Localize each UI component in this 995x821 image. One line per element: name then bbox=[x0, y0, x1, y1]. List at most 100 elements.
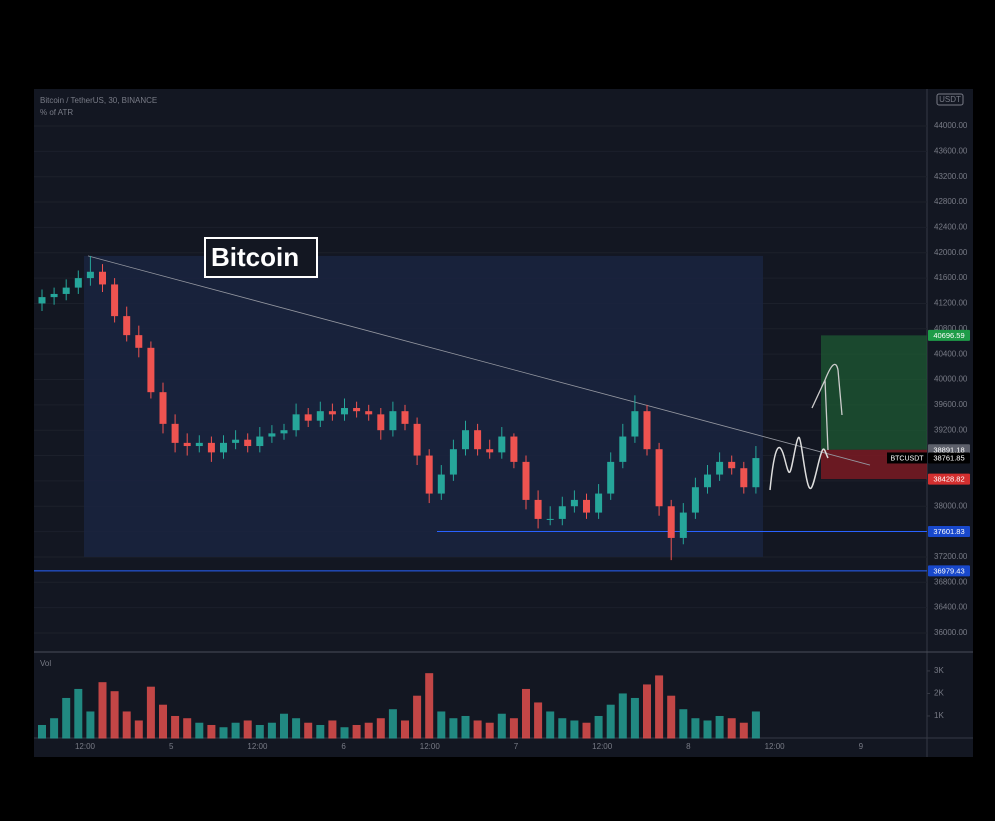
candle-body bbox=[546, 518, 554, 520]
y-tick-label: 42800.00 bbox=[934, 197, 968, 206]
candle-body bbox=[256, 436, 264, 447]
volume-bar bbox=[703, 720, 712, 739]
volume-bar bbox=[582, 722, 591, 739]
y-tick-label: 39200.00 bbox=[934, 425, 968, 434]
y-tick-label: 36000.00 bbox=[934, 628, 968, 637]
candle-body bbox=[437, 474, 445, 494]
currency-badge[interactable] bbox=[936, 93, 964, 106]
candle-body bbox=[38, 297, 46, 304]
volume-bar bbox=[485, 722, 494, 739]
price-badge-label: 38428.82 bbox=[933, 475, 964, 484]
candle-body bbox=[111, 284, 119, 317]
y-tick-label: 41200.00 bbox=[934, 299, 968, 308]
volume-bar bbox=[38, 724, 46, 739]
symbol-title: Bitcoin / TetherUS, 30, BINANCE bbox=[40, 96, 157, 105]
volume-bar bbox=[473, 720, 482, 739]
volume-bar bbox=[437, 711, 446, 739]
candle-body bbox=[50, 293, 58, 298]
volume-bar bbox=[715, 715, 724, 739]
volume-bar bbox=[606, 704, 615, 739]
symbol-badge bbox=[887, 452, 927, 464]
candle-body bbox=[704, 474, 711, 488]
indicator-label: % of ATR bbox=[40, 108, 73, 117]
candle-body bbox=[353, 408, 361, 412]
volume-bar bbox=[171, 715, 180, 739]
volume-bar bbox=[122, 711, 131, 739]
y-tick-label: 40000.00 bbox=[934, 375, 968, 384]
trendline bbox=[87, 255, 871, 466]
candle-body bbox=[183, 442, 191, 447]
y-tick-label: 42000.00 bbox=[934, 248, 968, 257]
x-tick-label: 12:00 bbox=[75, 742, 96, 751]
candle-body bbox=[607, 461, 615, 494]
candle-body bbox=[583, 499, 590, 513]
candle-body bbox=[99, 271, 106, 285]
volume-bar bbox=[739, 722, 748, 739]
candle-body bbox=[195, 442, 203, 447]
candle-body bbox=[510, 436, 518, 462]
x-tick-label: 7 bbox=[514, 742, 519, 751]
candle-body bbox=[558, 506, 566, 519]
volume-bar bbox=[364, 722, 373, 739]
candle-body bbox=[486, 449, 494, 453]
candle-body bbox=[619, 436, 627, 462]
candle-body bbox=[207, 442, 215, 453]
volume-bar bbox=[110, 691, 119, 739]
volume-bar bbox=[159, 704, 167, 739]
volume-bar bbox=[328, 720, 337, 739]
y-tick-label: 38000.00 bbox=[934, 501, 968, 510]
price-badge bbox=[928, 525, 970, 537]
candle-body bbox=[655, 449, 663, 507]
volume-bar bbox=[219, 727, 228, 739]
volume-bar bbox=[727, 718, 736, 739]
symbol-badge-label: BTCUSDT bbox=[890, 455, 924, 462]
candle-body bbox=[220, 442, 227, 453]
y-tick-label: 36800.00 bbox=[934, 577, 968, 586]
volume-bar bbox=[183, 718, 192, 739]
candle-body bbox=[679, 512, 687, 538]
volume-bar bbox=[195, 722, 204, 739]
candle-body bbox=[413, 423, 421, 456]
candle-body bbox=[691, 487, 699, 513]
x-tick-label: 6 bbox=[341, 742, 346, 751]
volume-bar bbox=[655, 675, 664, 739]
volume-bar bbox=[618, 693, 627, 739]
candle-body bbox=[462, 430, 469, 450]
volume-bar bbox=[207, 724, 216, 739]
price-badge-label: 38761.85 bbox=[933, 453, 964, 462]
drawing-squiggle bbox=[769, 436, 829, 491]
volume-bar bbox=[50, 718, 59, 739]
price-badge bbox=[928, 565, 970, 577]
volume-bar bbox=[679, 709, 688, 739]
volume-bar bbox=[509, 718, 518, 739]
volume-bar bbox=[558, 718, 567, 739]
candle-body bbox=[570, 499, 578, 507]
candle-body bbox=[498, 436, 506, 453]
volume-bar bbox=[134, 720, 143, 739]
volume-bar bbox=[304, 722, 313, 739]
volume-bar bbox=[352, 724, 361, 739]
vol-tick-label: 3K bbox=[934, 666, 944, 675]
x-tick-label: 12:00 bbox=[247, 742, 268, 751]
range-box bbox=[84, 255, 763, 557]
candle-body bbox=[728, 461, 736, 469]
volume-bar bbox=[413, 695, 422, 739]
candle-body bbox=[328, 411, 336, 415]
price-badge-label: 40696.59 bbox=[933, 331, 964, 340]
candle-body bbox=[159, 392, 167, 424]
volume-bar bbox=[630, 697, 639, 739]
candle-body bbox=[280, 430, 288, 434]
candle-body bbox=[595, 493, 603, 513]
candle-body bbox=[135, 335, 143, 348]
x-tick-label: 9 bbox=[859, 742, 864, 751]
candle-body bbox=[377, 414, 385, 431]
candle-body bbox=[74, 278, 82, 288]
volume-bar bbox=[255, 724, 264, 739]
candle-body bbox=[631, 411, 639, 437]
y-tick-label: 40400.00 bbox=[934, 349, 968, 358]
price-badge bbox=[928, 329, 970, 341]
volume-bar bbox=[146, 686, 155, 739]
candle-body bbox=[268, 433, 276, 437]
